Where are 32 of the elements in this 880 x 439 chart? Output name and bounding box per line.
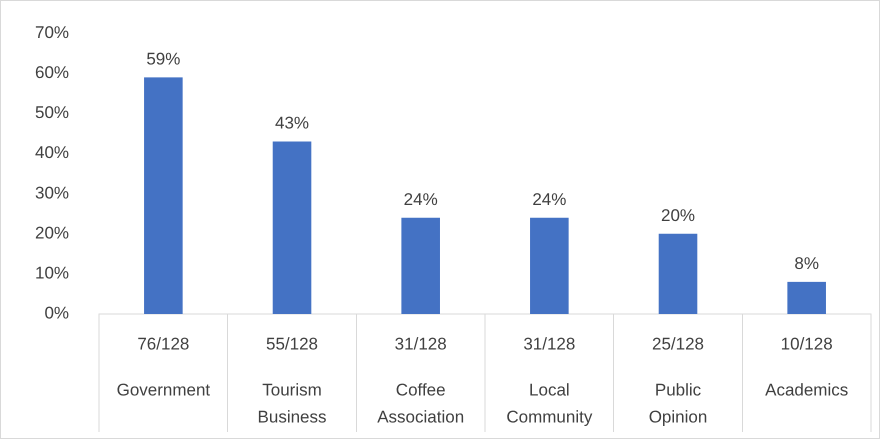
bar	[530, 218, 569, 314]
text: 25/128	[652, 334, 704, 354]
data-label: 43%	[275, 114, 310, 133]
bar	[658, 234, 698, 314]
text: 10/128	[780, 334, 833, 354]
x-tick-label: Public Opinion	[648, 380, 708, 427]
y-tick-label: 60%	[34, 63, 70, 82]
y-tick-label: 70%	[34, 22, 70, 42]
y-tick-label: 0%	[44, 304, 70, 323]
text: 76/128	[137, 334, 190, 354]
y-tick-label: 10%	[34, 264, 70, 283]
bar	[144, 77, 183, 314]
text: 31/128	[523, 334, 576, 354]
x-tick-label: Tourism Business	[258, 380, 327, 427]
data-label: 24%	[404, 190, 438, 209]
data-label: 59%	[146, 50, 180, 69]
text: 55/128	[266, 334, 318, 354]
data-label: 24%	[532, 190, 566, 209]
x-tick-label: Government	[116, 380, 210, 400]
x-tick-label: Coffee Association	[377, 380, 464, 427]
y-tick-label: 30%	[34, 183, 70, 202]
text: 31/128	[394, 334, 447, 354]
data-label: 20%	[660, 206, 696, 225]
bar	[787, 282, 826, 314]
y-tick-label: 40%	[34, 143, 70, 162]
bar	[272, 142, 312, 314]
y-tick-label: 50%	[34, 103, 70, 122]
y-tick-label: 20%	[34, 223, 70, 242]
x-tick-label: Academics	[765, 380, 848, 400]
data-label: 8%	[794, 254, 819, 274]
x-tick-label: Local Community	[506, 380, 593, 427]
bar	[401, 218, 440, 314]
